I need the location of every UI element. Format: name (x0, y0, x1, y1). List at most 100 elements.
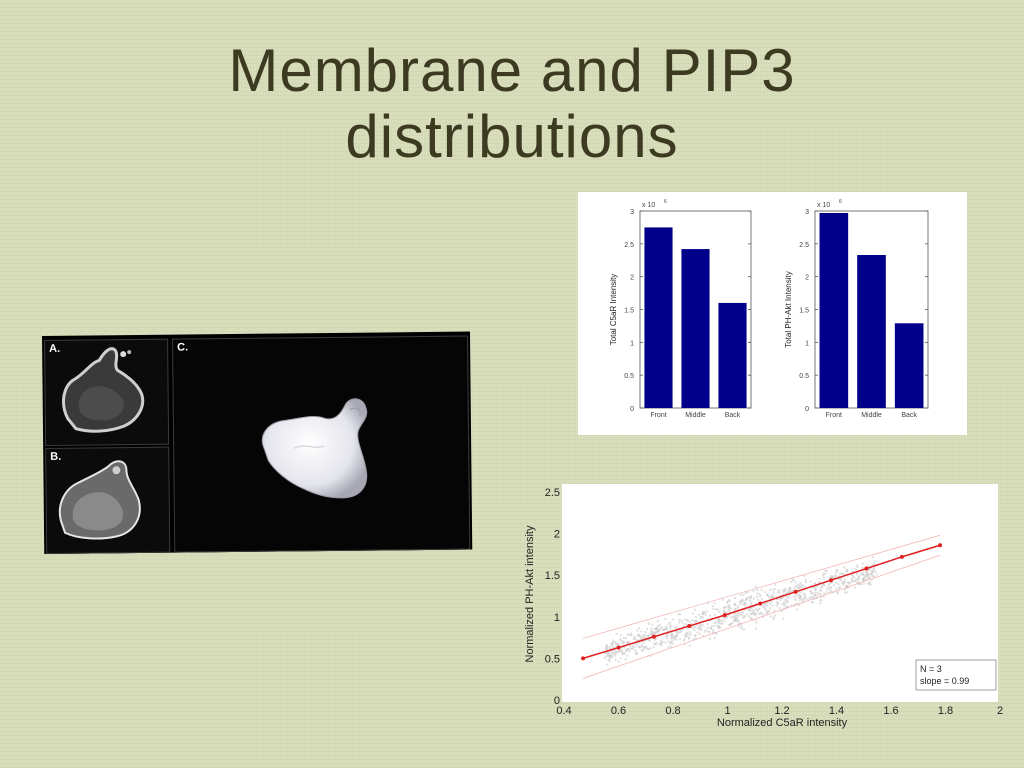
cloud-point (751, 609, 755, 612)
cloud-point (720, 622, 723, 625)
cloud-point (768, 607, 772, 610)
cloud-point (742, 603, 745, 606)
cloud-point (710, 625, 713, 628)
cloud-point (677, 631, 681, 634)
cloud-point (749, 603, 753, 606)
cloud-point (669, 627, 672, 630)
cloud-point (736, 604, 740, 608)
cloud-point (640, 643, 643, 646)
cloud-point (820, 586, 823, 590)
cloud-point (611, 655, 614, 659)
cloud-point (848, 582, 852, 585)
cloud-point (660, 625, 664, 629)
y-tick-label: 3 (630, 209, 634, 216)
cloud-point (837, 583, 840, 586)
cloud-point (688, 644, 692, 647)
cloud-point (623, 640, 626, 644)
cloud-point (853, 576, 856, 579)
cloud-point (642, 646, 645, 649)
cloud-point (678, 638, 682, 641)
cloud-point (664, 641, 667, 644)
cloud-point (740, 611, 744, 614)
cloud-point (605, 663, 609, 666)
y-tick-label: 0 (630, 406, 634, 413)
cloud-point (788, 594, 791, 597)
cloud-point (872, 563, 875, 566)
cloud-point (825, 590, 829, 594)
cloud-point (754, 618, 758, 622)
cloud-point (809, 580, 812, 583)
y-tick-label: 1.5 (624, 308, 634, 315)
cloud-point (614, 652, 617, 655)
y-tick-label: 1.5 (799, 308, 809, 315)
cloud-point (755, 612, 758, 615)
cloud-point (671, 642, 674, 645)
cloud-point (836, 592, 839, 595)
cloud-point (661, 641, 665, 644)
cloud-point (664, 626, 668, 630)
cloud-point (725, 611, 728, 614)
cloud-point (678, 618, 681, 622)
cloud-point (816, 591, 820, 594)
cloud-point (823, 592, 826, 595)
cloud-point (843, 566, 846, 569)
cloud-point (819, 588, 822, 592)
cloud-point (816, 585, 819, 588)
cloud-point (667, 640, 671, 643)
cloud-point (777, 591, 781, 594)
fit-line-marker (687, 623, 692, 628)
cloud-point (650, 630, 653, 633)
cloud-point (654, 637, 657, 641)
cloud-point (611, 642, 614, 645)
cloud-point (854, 567, 857, 571)
cloud-point (605, 644, 609, 648)
cloud-point (727, 607, 731, 610)
cloud-point (635, 638, 638, 642)
cloud-point (690, 626, 694, 629)
cloud-point (700, 628, 703, 632)
cloud-point (739, 612, 742, 615)
cloud-point (675, 634, 679, 637)
cloud-point (862, 582, 865, 585)
x-tick-label: Middle (685, 412, 706, 419)
cloud-point (784, 599, 788, 602)
cloud-point (739, 593, 742, 597)
cloud-point (712, 607, 715, 611)
micrograph-panel-c: C. (172, 335, 471, 553)
cloud-point (857, 576, 861, 579)
cloud-point (868, 582, 872, 585)
fit-line-marker (899, 554, 904, 559)
cloud-point (752, 611, 756, 614)
cloud-point (757, 608, 760, 611)
cloud-point (665, 637, 669, 640)
cloud-point (697, 613, 701, 616)
panel-b-label: B. (50, 450, 62, 463)
cloud-point (718, 619, 722, 623)
cloud-point (772, 618, 775, 621)
x-axis-label: Normalized C5aR intensity (717, 717, 848, 729)
y-tick-label: 0.5 (545, 653, 560, 665)
cloud-point (729, 623, 732, 626)
cloud-point (767, 610, 770, 613)
cloud-point (740, 625, 743, 628)
cloud-point (795, 594, 799, 597)
cloud-point (781, 590, 784, 594)
cloud-point (801, 585, 805, 588)
cloud-point (637, 645, 640, 648)
cloud-point (731, 621, 734, 625)
cloud-point (614, 650, 617, 653)
y-tick-label: 2.5 (799, 242, 809, 249)
cloud-point (749, 612, 752, 616)
y-tick-label: 1 (630, 340, 634, 347)
micrograph-panel-b: B. (45, 446, 171, 554)
cloud-point (713, 636, 717, 640)
cloud-point (781, 596, 785, 599)
fit-line-marker (758, 601, 763, 606)
cloud-point (872, 560, 876, 563)
cloud-point (698, 623, 702, 626)
cloud-point (862, 562, 865, 565)
fit-line-marker (864, 566, 869, 571)
cloud-point (631, 647, 634, 651)
cloud-point (793, 587, 796, 590)
cloud-point (617, 660, 620, 663)
